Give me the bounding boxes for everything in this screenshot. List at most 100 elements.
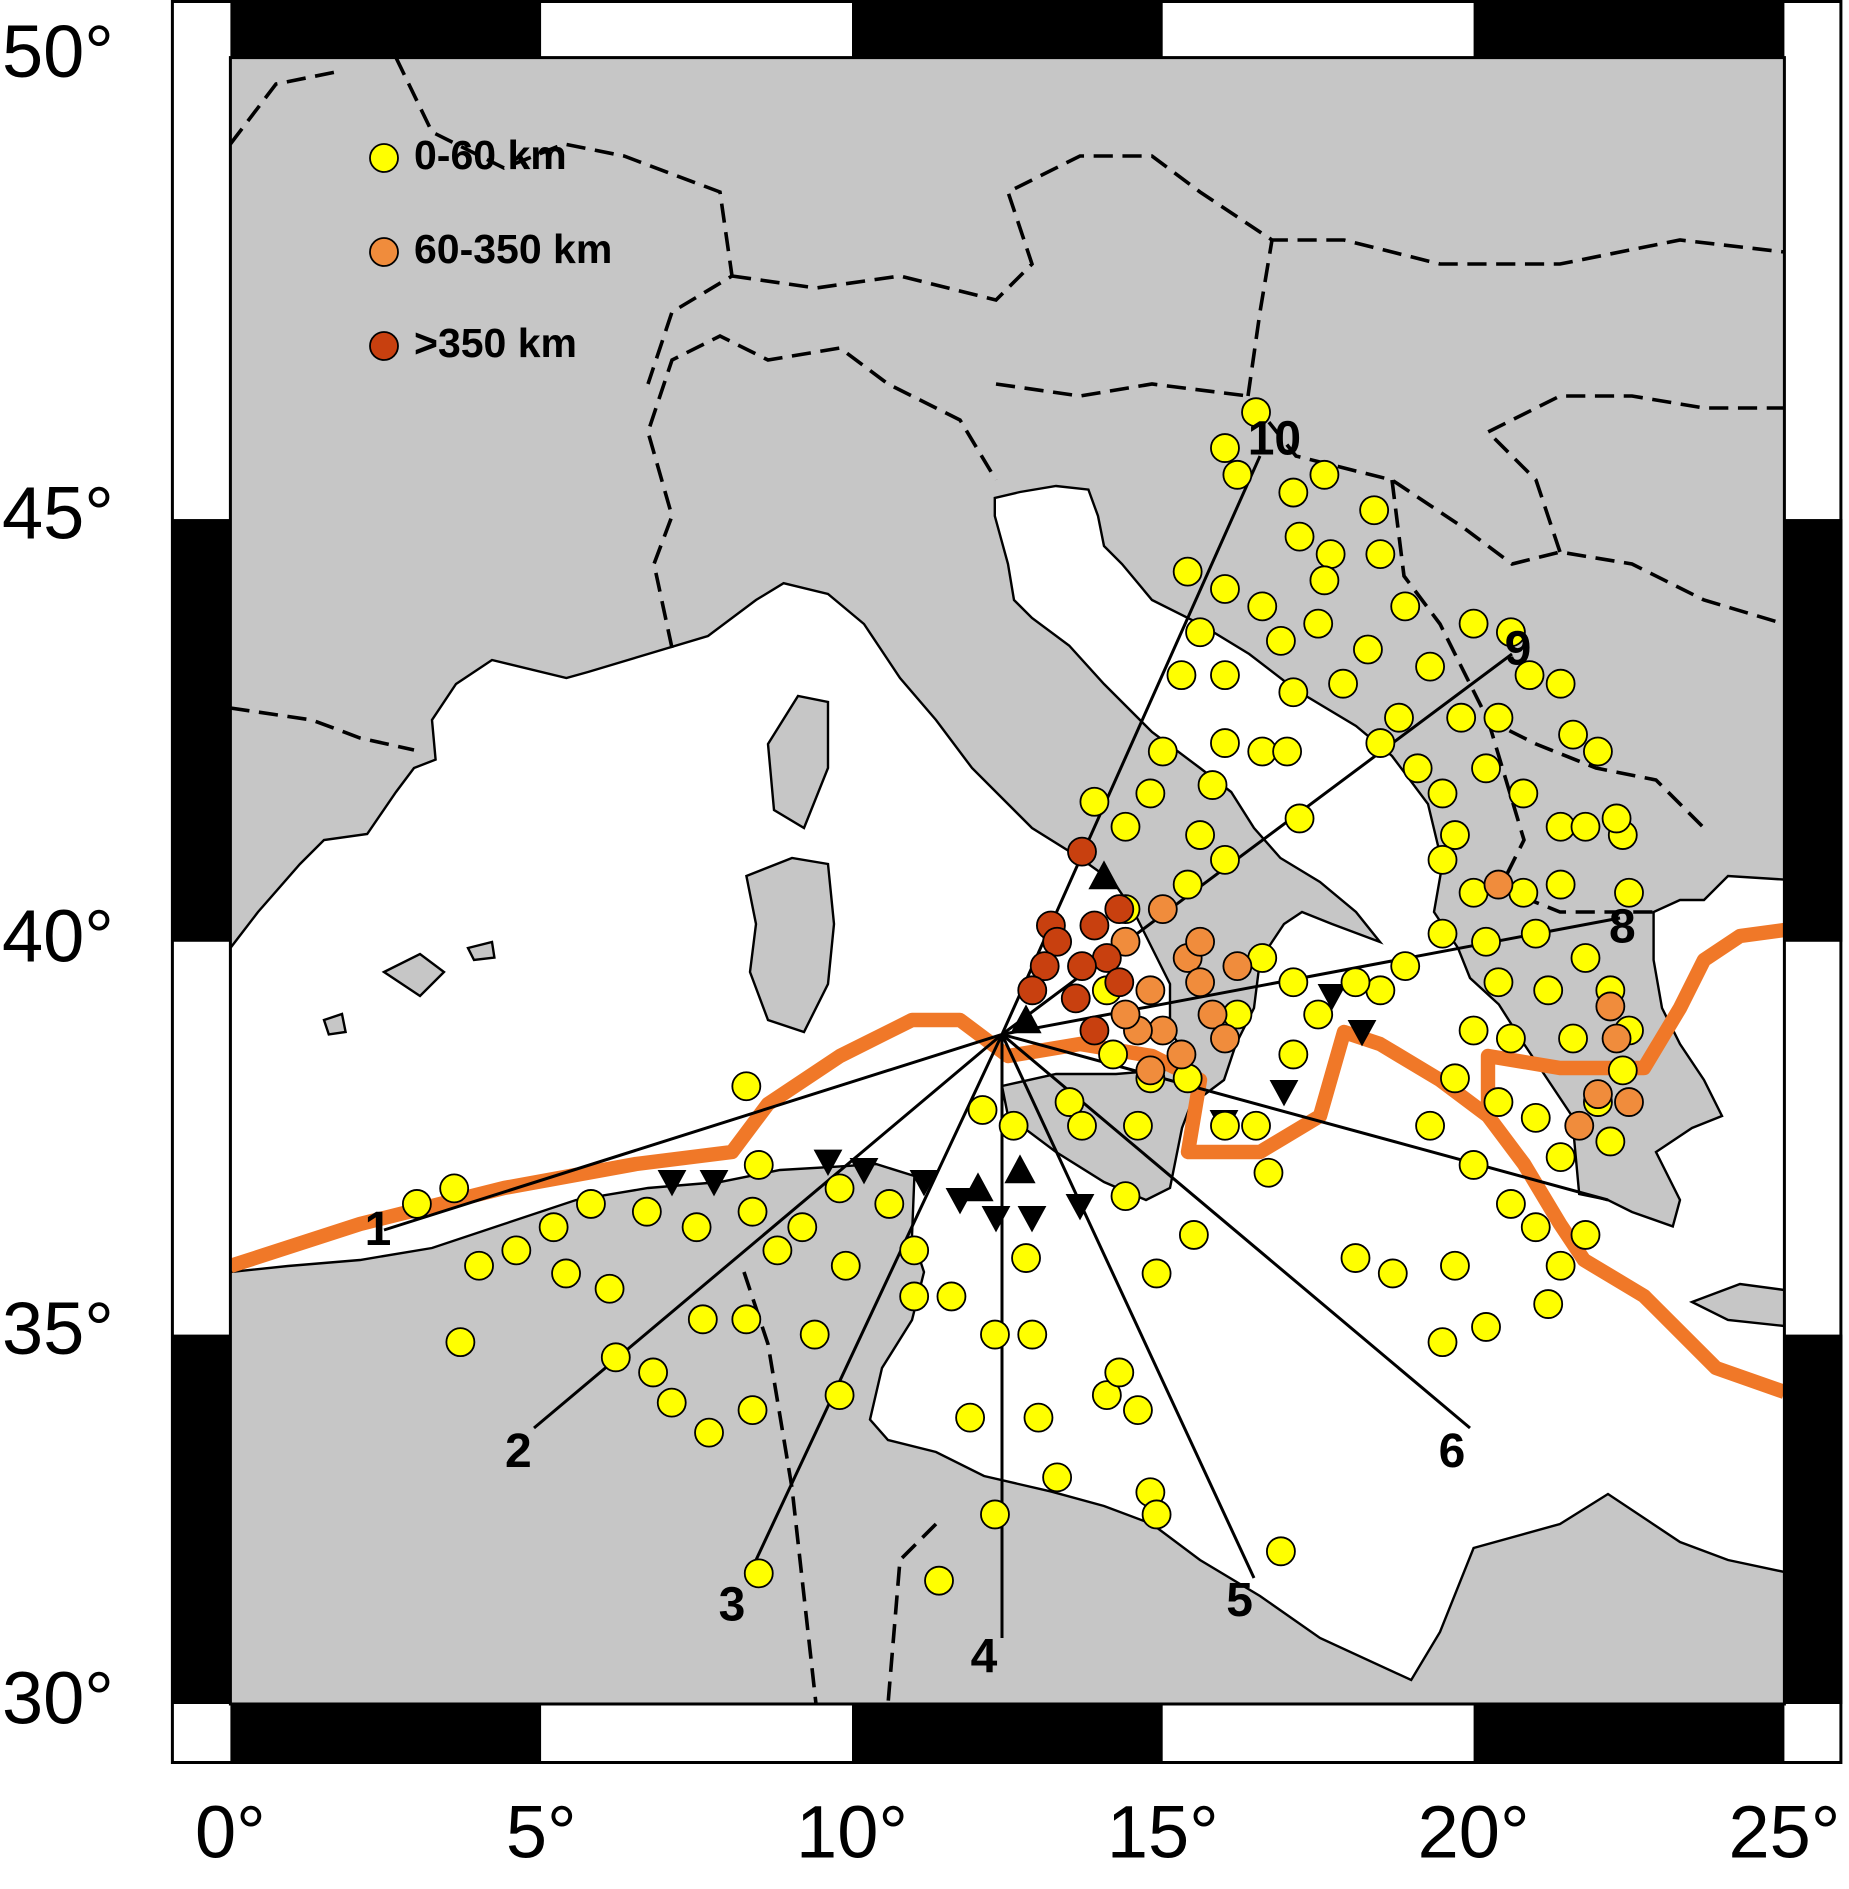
earthquake — [1365, 975, 1396, 1006]
station-up — [1010, 1004, 1042, 1034]
earthquake — [1210, 660, 1240, 691]
crete — [1689, 1282, 1785, 1328]
earthquake — [1483, 1087, 1514, 1117]
earthquake — [1570, 943, 1601, 973]
profile-line — [754, 1033, 1004, 1561]
y-tick — [172, 941, 231, 1335]
earthquake — [1614, 877, 1644, 908]
earthquake — [1533, 1289, 1564, 1319]
profile-line — [1000, 1033, 1256, 1579]
earthquake — [1390, 591, 1421, 622]
legend-label: 0-60 km — [414, 132, 567, 178]
earthquake — [656, 1387, 687, 1418]
corsica — [766, 694, 830, 830]
x-tick-label: 10° — [796, 1791, 908, 1874]
earthquake — [830, 1250, 861, 1281]
border — [1484, 394, 1785, 553]
earthquake — [1210, 1023, 1240, 1054]
earthquake — [762, 1235, 793, 1266]
earthquake — [1222, 951, 1253, 982]
x-tick-label: 20° — [1418, 1791, 1530, 1874]
earthquake — [1508, 778, 1539, 809]
earthquake — [998, 1110, 1029, 1141]
profile-label: 2 — [505, 1425, 532, 1478]
earthquake — [1520, 918, 1551, 949]
earthquake — [799, 1319, 830, 1350]
earthquake — [955, 1402, 986, 1433]
earthquake — [600, 1342, 631, 1373]
earthquake — [1340, 1243, 1371, 1273]
earthquake — [1197, 770, 1228, 800]
station-down — [813, 1149, 843, 1176]
profiles — [383, 455, 1621, 1639]
earthquake — [1029, 951, 1060, 982]
earthquake — [1340, 967, 1371, 998]
legend: 0-60 km 60-350 km >350 km — [369, 132, 612, 366]
x-tick — [541, 1704, 852, 1764]
plate-boundary — [230, 1012, 1785, 1399]
earthquakes — [401, 397, 1644, 1596]
y-tick-label: 40° — [2, 894, 114, 977]
earthquake — [1564, 1110, 1595, 1141]
y-tick — [172, 57, 231, 520]
earthquake — [1060, 983, 1091, 1014]
station-down — [657, 1170, 687, 1197]
earthquake — [1458, 877, 1489, 908]
y-tick — [1784, 941, 1843, 1335]
border — [1390, 479, 1706, 830]
profile-label: 4 — [971, 1630, 998, 1683]
earthquake — [1123, 1110, 1153, 1141]
earthquake — [1446, 702, 1477, 733]
earthquake — [1067, 1110, 1097, 1141]
earthquake — [401, 1189, 432, 1219]
profile-label: 8 — [1609, 901, 1636, 954]
x-tick — [541, 0, 852, 58]
earthquake — [1185, 617, 1215, 648]
profile-label: 10 — [1248, 412, 1301, 465]
earthquake — [1210, 1110, 1240, 1141]
x-tick — [852, 0, 1163, 58]
earthquake — [1147, 1015, 1178, 1046]
earthquake — [1141, 1499, 1172, 1530]
earthquake — [1278, 477, 1309, 508]
earthquake — [1390, 951, 1421, 982]
earthquake — [1458, 1015, 1489, 1046]
earthquake — [899, 1235, 930, 1266]
earthquake — [1241, 1110, 1271, 1141]
earthquake — [576, 1189, 606, 1219]
earthquake — [1110, 811, 1141, 842]
earthquake — [1172, 869, 1203, 900]
earthquake — [1210, 844, 1240, 875]
earthquake — [1545, 1250, 1576, 1281]
x-tick — [230, 1704, 542, 1764]
earthquake — [1054, 1087, 1085, 1117]
earthquake — [1079, 910, 1110, 941]
earthquake — [694, 1417, 724, 1448]
earthquake — [1067, 836, 1097, 867]
earthquake — [1440, 820, 1470, 850]
earthquake — [594, 1273, 625, 1304]
earthquake — [1222, 459, 1253, 490]
earthquake — [731, 1071, 762, 1102]
earthquake — [967, 1095, 998, 1125]
border — [731, 154, 1785, 302]
earthquake — [1415, 1110, 1445, 1141]
earthquake — [1458, 608, 1489, 639]
earthquake — [1558, 719, 1588, 750]
map-border — [228, 56, 1786, 1706]
x-tick — [1162, 1704, 1474, 1764]
earthquake — [1427, 1327, 1458, 1358]
earthquake — [1023, 1402, 1054, 1433]
earthquake — [1042, 926, 1073, 957]
earthquake — [1017, 975, 1048, 1006]
earthquake — [737, 1196, 768, 1227]
earthquake — [1601, 803, 1632, 834]
earthquake — [899, 1281, 930, 1312]
menorca — [466, 940, 496, 962]
earthquake — [1104, 1357, 1135, 1388]
x-tick-label: 0° — [195, 1791, 266, 1874]
legend-label: 60-350 km — [414, 226, 612, 272]
